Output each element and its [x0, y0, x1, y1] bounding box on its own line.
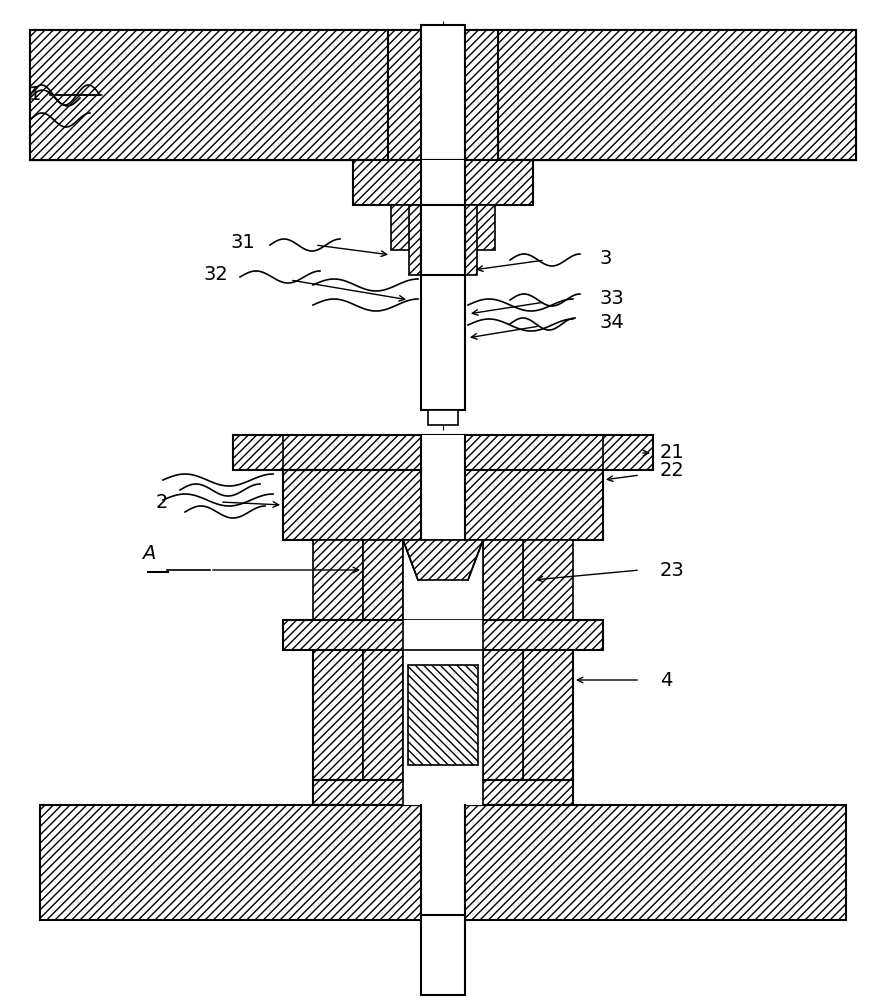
Bar: [403, 650, 483, 780]
Bar: [388, 30, 498, 160]
Bar: [233, 435, 653, 470]
Bar: [408, 665, 478, 765]
Bar: [283, 620, 603, 650]
Text: 33: 33: [600, 288, 625, 308]
Text: 22: 22: [660, 460, 685, 480]
Bar: [313, 540, 363, 620]
Text: 1: 1: [29, 86, 41, 104]
Text: 32: 32: [203, 264, 228, 284]
Bar: [523, 650, 573, 780]
Polygon shape: [403, 540, 483, 580]
Bar: [313, 650, 363, 780]
Bar: [363, 650, 403, 780]
Text: 23: 23: [660, 560, 685, 580]
Bar: [40, 805, 846, 920]
Bar: [421, 160, 465, 205]
Text: 31: 31: [230, 232, 255, 251]
Bar: [421, 25, 465, 160]
Bar: [421, 205, 465, 410]
Text: 3: 3: [600, 248, 612, 267]
Bar: [30, 30, 856, 160]
Bar: [428, 410, 458, 425]
Bar: [409, 205, 421, 275]
Text: 2: 2: [156, 492, 168, 512]
Bar: [421, 435, 465, 470]
Bar: [353, 160, 533, 205]
Text: A: A: [142, 544, 155, 563]
Bar: [283, 470, 603, 540]
Bar: [313, 780, 573, 805]
Bar: [391, 205, 421, 250]
Bar: [498, 30, 856, 160]
Bar: [403, 540, 483, 620]
Bar: [421, 915, 465, 995]
Text: 34: 34: [600, 312, 625, 332]
Bar: [421, 25, 465, 160]
Bar: [363, 540, 403, 620]
Bar: [421, 205, 465, 275]
Bar: [465, 205, 477, 275]
Bar: [523, 540, 573, 620]
Bar: [403, 780, 483, 805]
Text: 4: 4: [660, 670, 672, 690]
Bar: [465, 205, 495, 250]
Bar: [30, 30, 388, 160]
Bar: [483, 650, 523, 780]
Bar: [483, 540, 523, 620]
Bar: [421, 470, 465, 540]
Text: 21: 21: [660, 444, 685, 462]
Bar: [403, 620, 483, 650]
Bar: [421, 800, 465, 920]
